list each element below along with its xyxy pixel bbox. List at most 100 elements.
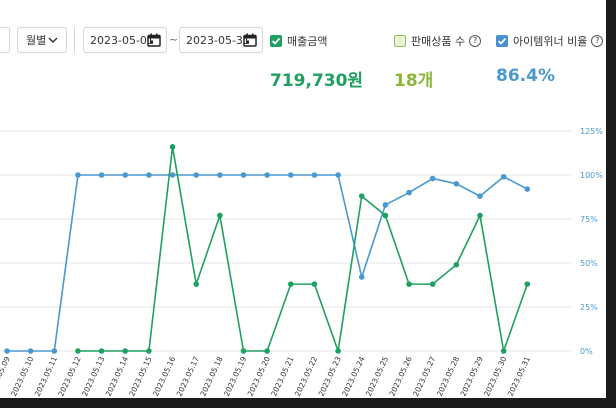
x-tick-label: 2023.05.25 <box>364 355 390 398</box>
data-point <box>98 348 105 354</box>
x-tick-label: 2023.05.20 <box>246 355 272 398</box>
data-point <box>335 172 341 178</box>
data-point <box>75 348 81 354</box>
sales-amount-value: 719,730원 <box>270 71 364 91</box>
start-date-input[interactable]: 2023-05-01 <box>83 27 167 53</box>
data-point <box>193 281 199 287</box>
checkbox-unchecked-icon[interactable] <box>394 35 406 47</box>
sales-dashboard-panel: 월별 2023-05-01 ~ 2023-05-31 매출금액 <box>0 0 606 398</box>
data-point <box>122 348 129 354</box>
y-tick-label: 50% <box>580 259 598 268</box>
divider <box>74 27 75 53</box>
y-tick-label: 0% <box>580 347 593 356</box>
y-tick-label: 100% <box>580 171 603 180</box>
data-point <box>335 348 341 354</box>
data-point <box>500 348 507 354</box>
start-date-value: 2023-05-01 <box>90 33 154 47</box>
end-date-value: 2023-05-31 <box>186 33 250 47</box>
x-tick-label: 2023.05.22 <box>293 355 319 398</box>
x-tick-label: 2023.05.23 <box>317 355 343 398</box>
data-point <box>122 172 129 178</box>
x-tick-label: 2023.05.26 <box>388 355 414 398</box>
data-point <box>264 172 270 178</box>
items-sold-value: 18개 <box>394 71 434 91</box>
y-tick-label: 25% <box>580 303 598 312</box>
data-point <box>524 186 531 192</box>
data-point <box>193 172 199 178</box>
data-point <box>311 281 318 287</box>
x-tick-label: 2023.05.29 <box>459 355 485 398</box>
y-tick-label: 125% <box>580 127 603 136</box>
data-point <box>75 172 81 178</box>
data-point <box>406 281 412 287</box>
x-tick-label: 2023.05.16 <box>151 355 177 398</box>
checkbox-checked-icon[interactable] <box>496 35 508 47</box>
item-winner-ratio-value: 86.4% <box>496 66 555 86</box>
data-point <box>382 202 389 208</box>
x-tick-label: 2023.05.17 <box>175 355 201 398</box>
x-tick-label: 2023.05.18 <box>198 355 224 398</box>
data-point <box>288 281 294 287</box>
data-point <box>98 172 105 178</box>
data-point <box>146 172 152 178</box>
data-point <box>500 173 507 180</box>
data-point <box>524 281 531 287</box>
chevron-down-icon <box>48 37 58 44</box>
legend-winner-toggle[interactable]: 아이템위너 비율 ? <box>496 33 604 49</box>
x-tick-label: 2023.05.13 <box>80 355 106 398</box>
data-point <box>429 281 436 287</box>
data-point <box>264 348 270 354</box>
x-tick-label: 2023.05.11 <box>33 355 59 398</box>
legend-items-toggle[interactable]: 판매상품 수 ? <box>394 33 482 49</box>
y-tick-label: 75% <box>580 215 598 224</box>
help-icon[interactable]: ? <box>469 35 482 47</box>
x-tick-label: 2023.05.31 <box>506 355 532 398</box>
x-tick-label: 2023.05.12 <box>56 355 82 398</box>
legend-items-label: 판매상품 수 <box>411 35 466 48</box>
data-point <box>358 274 365 280</box>
data-point <box>453 261 460 268</box>
date-range-separator: ~ <box>169 33 179 46</box>
x-tick-label: 2023.05.21 <box>269 355 295 398</box>
data-point <box>217 212 223 219</box>
legend-sales-toggle[interactable]: 매출금액 <box>270 33 327 49</box>
data-point <box>240 172 247 178</box>
data-point <box>169 172 176 178</box>
data-point <box>406 189 412 196</box>
legend-winner-label: 아이템위너 비율 <box>513 35 588 48</box>
data-point <box>358 193 365 199</box>
x-tick-label: 2023.05.24 <box>340 355 366 398</box>
x-tick-label: 2023.05.28 <box>435 355 461 398</box>
prev-control-edge[interactable] <box>0 27 10 53</box>
x-tick-label: 2023.05.30 <box>482 355 508 398</box>
data-point <box>382 212 389 219</box>
data-point <box>27 348 34 354</box>
data-point <box>453 181 460 187</box>
x-tick-label: 2023.05.14 <box>104 355 130 398</box>
data-point <box>429 175 436 182</box>
series-line <box>77 146 529 355</box>
end-date-input[interactable]: 2023-05-31 <box>179 27 263 53</box>
checkbox-checked-icon[interactable] <box>270 35 282 47</box>
calendar-icon[interactable] <box>243 33 257 47</box>
data-point <box>51 348 58 354</box>
data-point <box>169 144 176 150</box>
data-point <box>288 172 294 178</box>
data-point <box>146 348 152 354</box>
calendar-icon[interactable] <box>147 33 161 47</box>
data-point <box>217 172 223 178</box>
data-point <box>311 172 318 178</box>
sales-line-chart: 0%25%50%75%100%125%2023.05.092023.05.102… <box>0 127 603 398</box>
data-point <box>477 193 483 199</box>
data-point <box>240 348 247 354</box>
x-tick-label: 2023.05.15 <box>127 355 153 398</box>
period-select-value: 월별 <box>26 34 47 47</box>
data-point <box>4 348 10 354</box>
period-select[interactable]: 월별 <box>17 27 67 53</box>
help-icon[interactable]: ? <box>591 35 604 47</box>
legend-sales-label: 매출금액 <box>287 35 328 48</box>
x-tick-label: 2023.05.27 <box>411 355 437 398</box>
x-tick-label: 2023.05.10 <box>9 355 35 398</box>
x-tick-label: 2023.05.19 <box>222 355 248 398</box>
data-point <box>477 212 483 219</box>
